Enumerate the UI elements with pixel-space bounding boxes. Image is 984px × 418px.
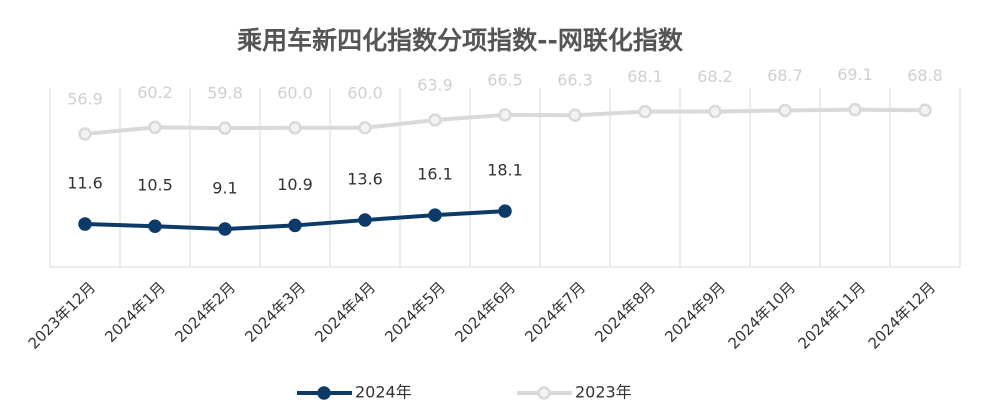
data-label: 18.1 xyxy=(487,161,523,180)
point xyxy=(358,121,372,135)
data-label: 10.9 xyxy=(277,175,313,194)
point xyxy=(498,204,512,218)
point xyxy=(848,102,862,117)
point xyxy=(288,218,302,233)
x-tick-label: 2024年7月 xyxy=(521,278,589,346)
point xyxy=(428,113,442,127)
point xyxy=(218,222,232,236)
point xyxy=(288,121,302,135)
x-tick-label: 2024年6月 xyxy=(451,278,519,346)
point xyxy=(918,103,932,118)
point xyxy=(778,103,792,118)
chart-title: 乘用车新四化指数分项指数--网联化指数 xyxy=(237,26,684,55)
x-tick-label: 2024年8月 xyxy=(591,278,659,346)
data-label: 68.1 xyxy=(627,67,663,86)
x-tick-label: 2024年11月 xyxy=(795,278,869,352)
data-label: 13.6 xyxy=(347,170,383,189)
legend-label: 2024年 xyxy=(355,383,412,402)
data-label: 63.9 xyxy=(417,76,453,95)
legend-marker xyxy=(537,386,551,400)
point xyxy=(78,127,92,141)
x-tick-label: 2024年10月 xyxy=(725,278,799,352)
data-label: 66.3 xyxy=(557,71,593,90)
data-label: 60.2 xyxy=(137,83,173,102)
data-label: 16.1 xyxy=(417,165,453,184)
data-label: 68.7 xyxy=(767,66,803,85)
x-tick-label: 2023年12月 xyxy=(25,278,99,352)
data-label: 10.5 xyxy=(137,176,173,195)
point xyxy=(708,104,722,119)
x-tick-label: 2024年3月 xyxy=(241,278,309,346)
point xyxy=(428,208,442,222)
x-tick-label: 2024年4月 xyxy=(311,278,379,346)
data-label: 9.1 xyxy=(212,179,237,198)
data-label: 66.5 xyxy=(487,70,523,89)
data-label: 59.8 xyxy=(207,84,243,103)
x-tick-label: 2024年9月 xyxy=(661,278,729,346)
x-tick-label: 2024年12月 xyxy=(865,278,939,352)
data-label: 68.2 xyxy=(697,67,733,86)
x-tick-label: 2024年5月 xyxy=(381,278,449,346)
data-label: 56.9 xyxy=(67,89,103,108)
point xyxy=(568,108,582,122)
point xyxy=(148,120,162,135)
legend-marker xyxy=(317,386,331,400)
x-tick-label: 2024年1月 xyxy=(101,278,169,346)
data-label: 11.6 xyxy=(67,174,103,193)
point xyxy=(498,108,512,122)
legend-label: 2023年 xyxy=(575,383,632,402)
data-label: 69.1 xyxy=(837,65,873,84)
point xyxy=(358,213,372,227)
point xyxy=(638,104,652,119)
point xyxy=(148,219,162,233)
data-label: 60.0 xyxy=(277,83,313,102)
data-label: 60.0 xyxy=(347,83,383,102)
point xyxy=(218,121,232,135)
x-tick-label: 2024年2月 xyxy=(171,278,239,346)
point xyxy=(78,217,92,231)
data-label: 68.8 xyxy=(907,66,943,85)
